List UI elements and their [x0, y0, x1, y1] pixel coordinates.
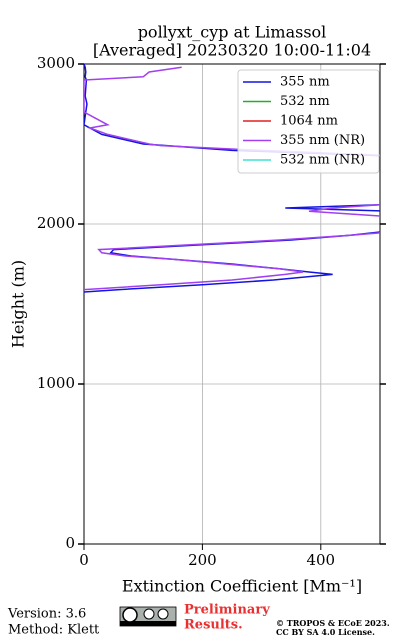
license: CC BY SA 4.0 License.: [276, 627, 375, 637]
y-tick-label: 3000: [37, 54, 75, 72]
method: Method: Klett: [8, 623, 100, 638]
y-tick-label: 0: [65, 534, 75, 552]
chart-title: pollyxt_cyp at Limassol: [138, 23, 327, 42]
preliminary: Preliminary: [184, 603, 270, 618]
x-tick-label: 0: [79, 551, 89, 569]
y-tick-label: 1000: [37, 374, 75, 392]
profile-line: [84, 66, 380, 291]
legend-label: 532 nm: [280, 94, 330, 109]
chart-subtitle: [Averaged] 20230320 10:00-11:04: [93, 41, 371, 60]
legend-label: 355 nm: [280, 75, 330, 90]
legend-label: 355 nm (NR): [280, 133, 365, 148]
x-tick-label: 400: [306, 551, 335, 569]
legend-box: [237, 69, 380, 174]
legend-label: 1064 nm: [280, 114, 338, 129]
results: Results.: [184, 618, 243, 633]
x-tick-label: 200: [188, 551, 217, 569]
plot-lines: [84, 64, 380, 293]
cc-badge: [119, 606, 177, 627]
y-tick-label: 2000: [37, 214, 75, 232]
legend-label: 532 nm (NR): [280, 153, 365, 168]
version: Version: 3.6: [7, 607, 86, 622]
plot-frame: [83, 63, 381, 545]
y-axis-label: Height (m): [9, 260, 28, 348]
x-axis-label: Extinction Coefficient [Mm⁻¹]: [122, 577, 362, 596]
copyright: © TROPOS & ECoE 2023.: [276, 618, 390, 628]
